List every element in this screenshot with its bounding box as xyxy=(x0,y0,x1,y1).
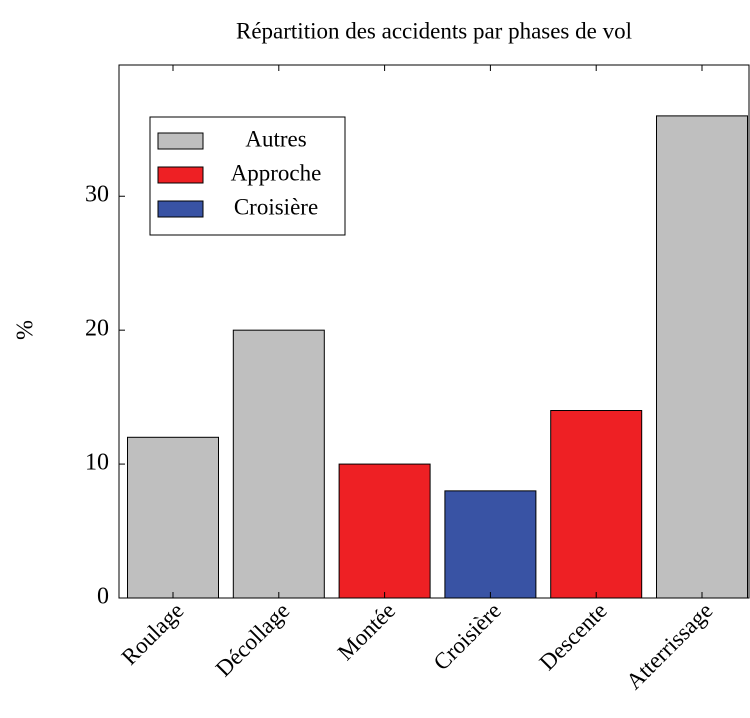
legend-label: Croisière xyxy=(234,194,318,219)
x-tick-label: Roulage xyxy=(117,598,189,670)
x-tick-label: Atterrissage xyxy=(621,598,717,694)
bar xyxy=(444,490,537,599)
legend-label: Approche xyxy=(231,160,322,185)
legend-swatch xyxy=(157,200,204,218)
x-tick-label: Décollage xyxy=(211,598,295,682)
legend-label: Autres xyxy=(245,126,306,151)
bar xyxy=(338,463,431,599)
x-tick-label: Croisière xyxy=(429,598,506,675)
y-tick-label: 10 xyxy=(85,450,109,476)
y-tick-label: 20 xyxy=(85,316,109,342)
bar xyxy=(232,329,325,599)
legend: Autres Approche Croisière xyxy=(149,116,346,236)
legend-swatch xyxy=(157,132,204,150)
x-tick-label: Montée xyxy=(333,598,400,665)
legend-swatch xyxy=(157,166,204,184)
y-tick-label: 30 xyxy=(85,182,109,208)
y-tick-label: 0 xyxy=(97,584,109,610)
plot-frame xyxy=(118,64,750,599)
y-axis-label: % xyxy=(13,320,39,340)
x-tick-label: Descente xyxy=(534,598,611,675)
chart-title: Répartition des accidents par phases de … xyxy=(236,18,632,43)
bar xyxy=(656,115,748,599)
bar xyxy=(127,436,219,599)
bar xyxy=(550,410,643,599)
